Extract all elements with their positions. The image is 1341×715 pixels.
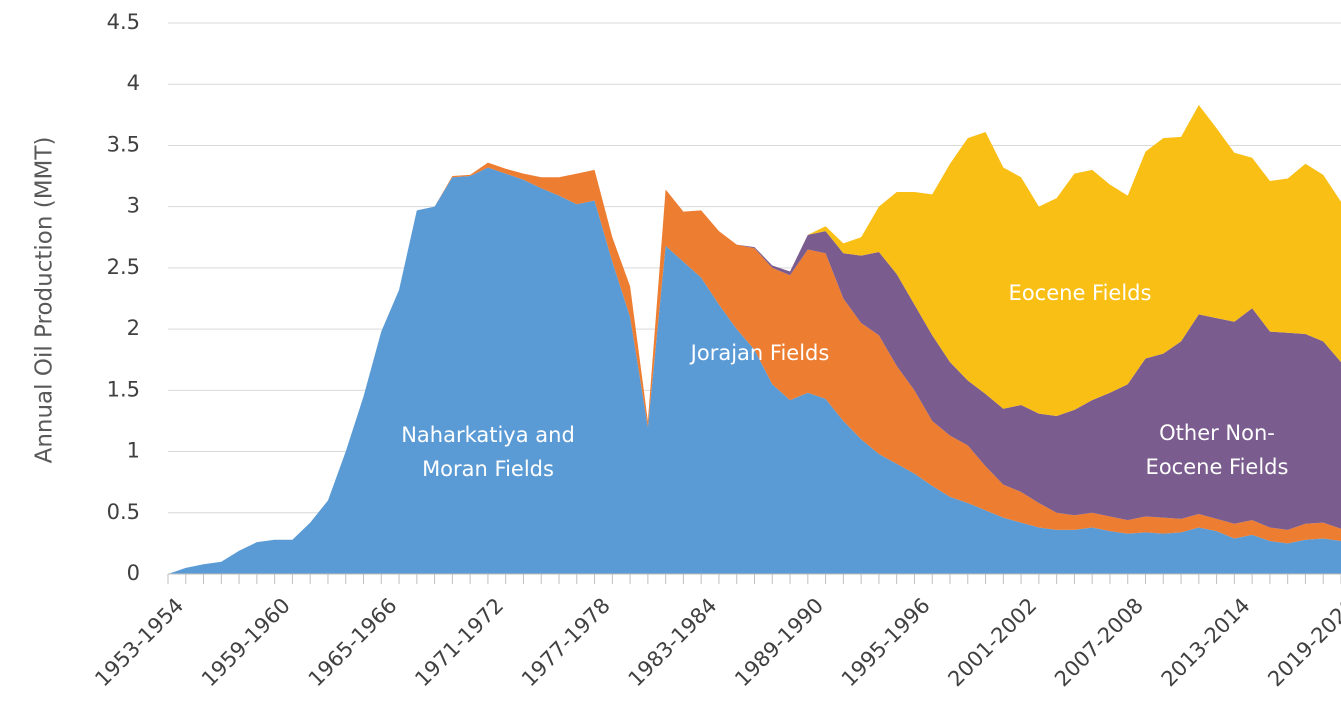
x-tick-label: 1983-1984 [624, 593, 722, 691]
y-tick-label: 4 [127, 71, 140, 95]
y-tick-label: 4.5 [107, 10, 140, 34]
x-tick-label: 1977-1978 [517, 593, 615, 691]
x-tick-label: 1959-1960 [197, 593, 295, 691]
x-tick-label: 2013-2014 [1157, 593, 1255, 691]
x-tick-label: 1953-1954 [90, 593, 188, 691]
x-tick-label: 1965-1966 [304, 593, 402, 691]
area-label: Eocene Fields [1008, 281, 1152, 305]
y-tick-label: 0 [127, 561, 140, 585]
y-tick-label: 2.5 [107, 255, 140, 279]
y-tick-label: 0.5 [107, 500, 140, 524]
y-tick-label: 3.5 [107, 132, 140, 156]
y-tick-label: 1.5 [107, 377, 140, 401]
y-tick-label: 2 [127, 316, 140, 340]
x-tick-label: 2001-2002 [943, 593, 1041, 691]
x-tick-label: 1989-1990 [730, 593, 828, 691]
area [168, 162, 1341, 574]
x-tick-label: 2007-2008 [1050, 593, 1148, 691]
x-tick-label: 2019-2020 [1263, 593, 1341, 691]
y-tick-label: 3 [127, 194, 140, 218]
x-tick-label: 1971-1972 [410, 593, 508, 691]
area-label: Naharkatiya and Moran Fields [401, 423, 575, 481]
y-tick-label: 1 [127, 439, 140, 463]
y-axis-title: Annual Oil Production (MMT) [32, 137, 58, 464]
area [168, 167, 1341, 575]
area [168, 162, 1341, 574]
area [168, 105, 1341, 574]
area-label: Other Non-Eocene Fields [1145, 421, 1289, 479]
area-label: Jorajan Fields [690, 341, 830, 365]
x-tick-label: 1995-1996 [837, 593, 935, 691]
